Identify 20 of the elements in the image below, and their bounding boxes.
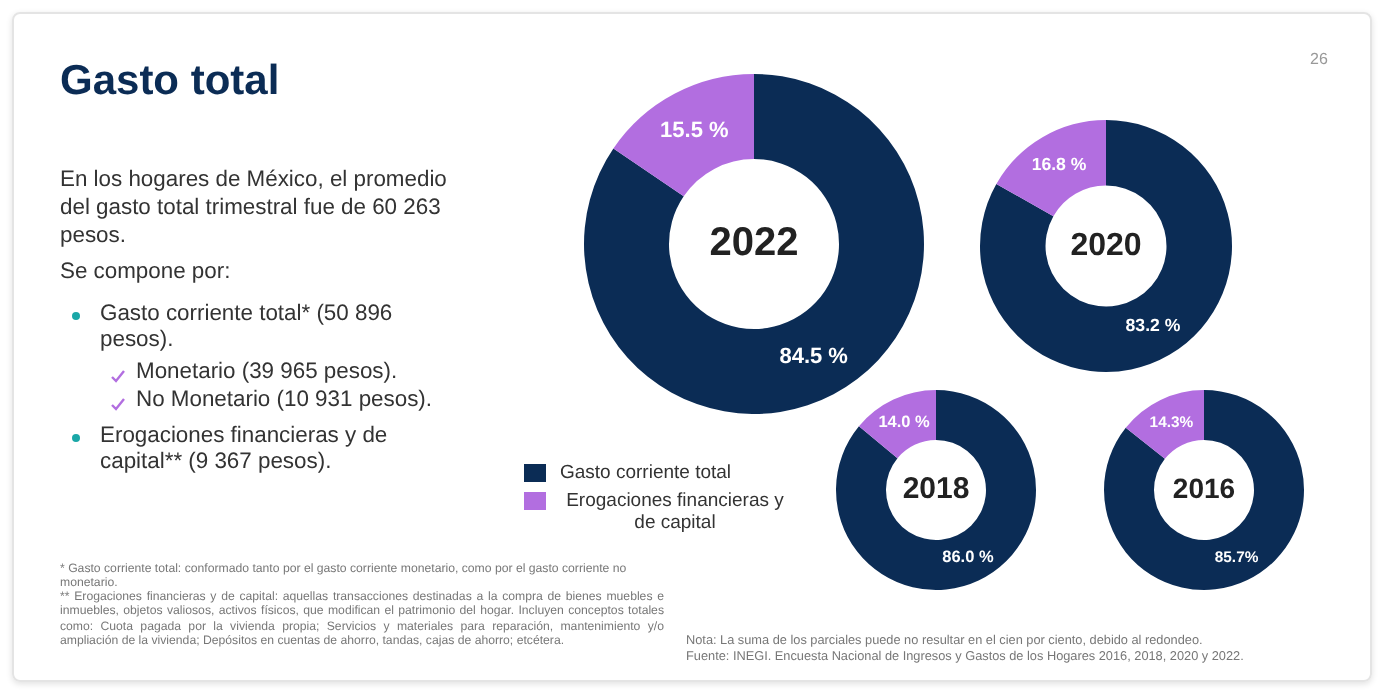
data-label: 86.0 % [942,548,995,567]
text: 2016 [1172,471,1236,504]
text: 2022 [709,221,799,266]
text: Gasto corriente total* (50 896 pesos). [100,302,395,356]
text: Se compone por: [60,260,233,287]
data-label: 14.0 % [878,412,932,431]
text: En los hogares de México, el promedio del gasto total trimestral fue de 60 263 pesos. [60,166,449,250]
text: 2020 [1070,228,1142,263]
text: No Monetario (10 931 pesos). [136,388,433,415]
text: 26 [1310,50,1330,70]
data-label: 15.5 % [660,119,730,144]
text: Monetario (39 965 pesos). [136,360,398,387]
text: Erogaciones financieras y de capital** (9 367 pesos). [100,424,390,478]
data-label: 83.2 % [1125,315,1181,336]
data-label: 16.8 % [1031,154,1087,175]
text: Gasto total [60,56,282,107]
legend-label: Erogaciones financieras y de capital [564,490,786,534]
data-label: 84.5 % [779,344,849,369]
text: 2018 [902,472,970,507]
legend-label: Gasto corriente total [560,462,732,484]
